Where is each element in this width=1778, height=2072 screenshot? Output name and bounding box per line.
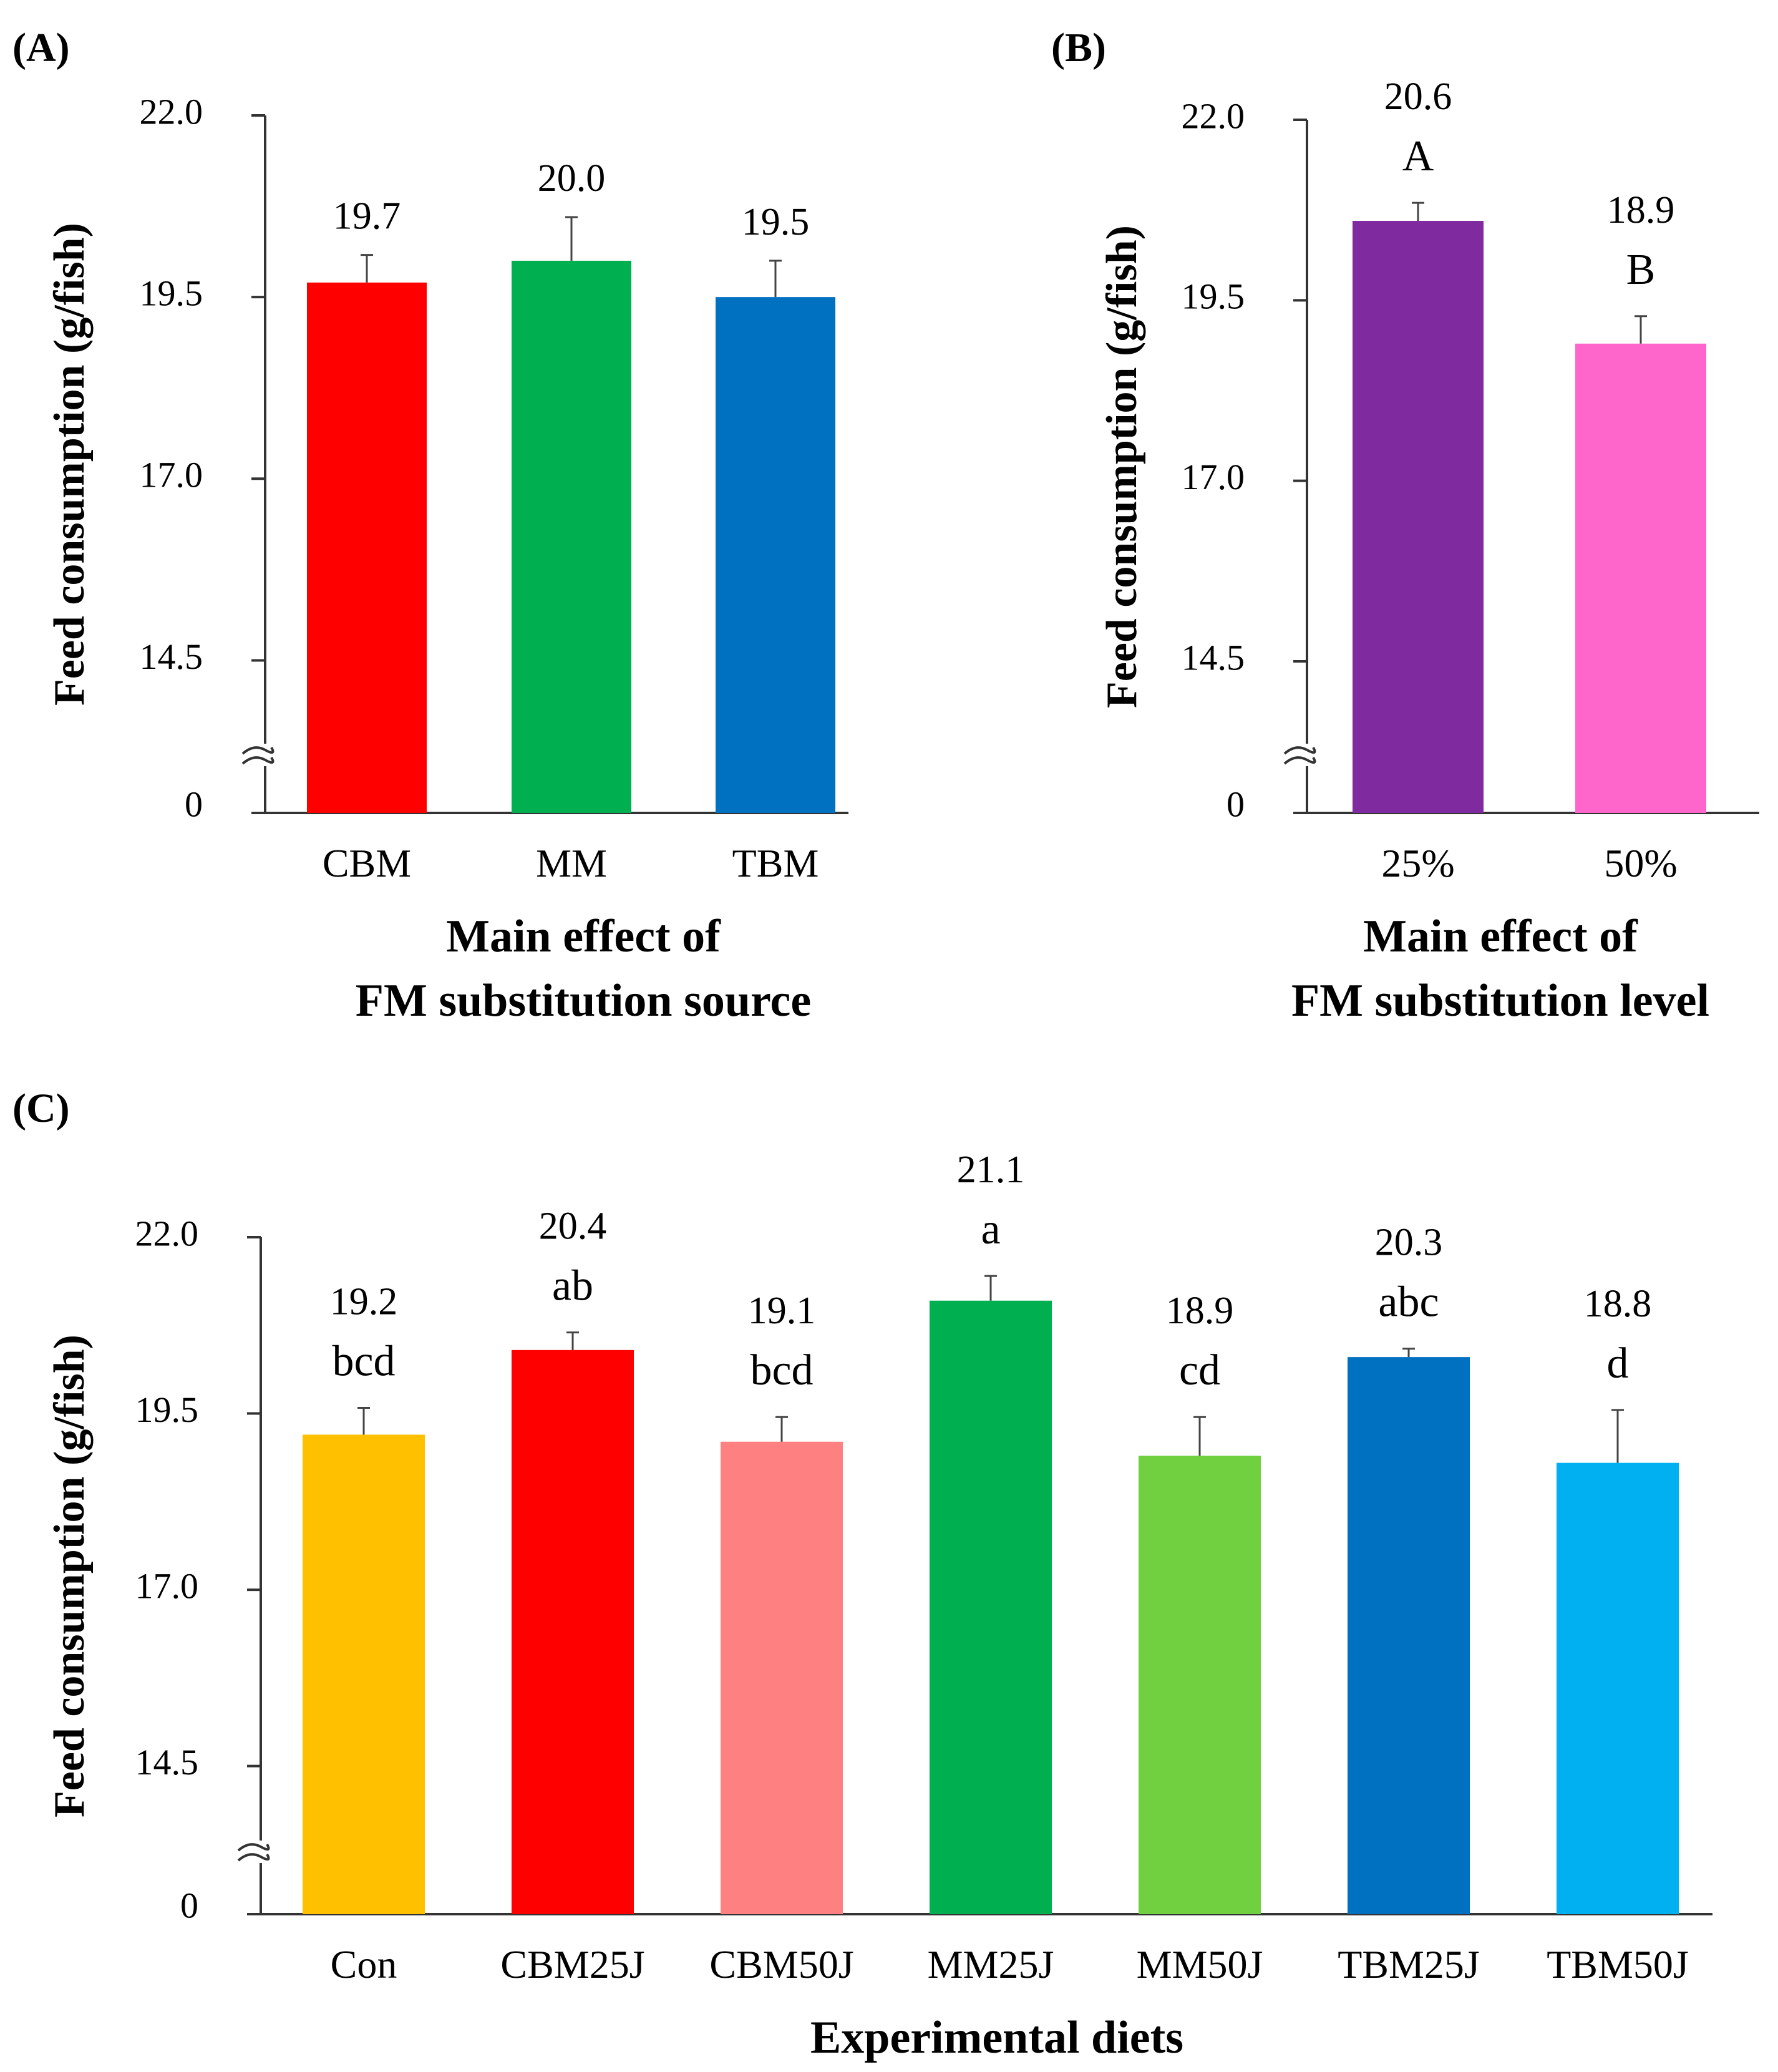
panel-c-value-label: 20.4 <box>539 1205 607 1248</box>
panel-c-y-tick-label: 14.5 <box>135 1742 199 1783</box>
panel-a-category-label: MM <box>536 841 607 885</box>
panel-c-y-tick-label: 22.0 <box>135 1213 199 1253</box>
panel-c-bar-cbm25j <box>512 1350 634 1914</box>
panel-a-axis-break-mark <box>241 756 274 765</box>
panel-c-bar-tbm50j <box>1557 1462 1679 1914</box>
panel-c-axis-break-mark <box>237 1843 270 1852</box>
panel-c-bar-cbm50j <box>721 1441 843 1914</box>
panel-c-label: (C) <box>12 1086 70 1131</box>
panel-b-category-label: 25% <box>1381 841 1454 885</box>
panel-c-y-tick-label: 17.0 <box>135 1565 199 1606</box>
panel-c-value-label: 19.2 <box>330 1281 398 1323</box>
panel-b-x-axis-title: FM substitution level <box>1291 975 1709 1026</box>
panel-a-y-axis-title: Feed consumption (g/fish) <box>46 223 94 706</box>
panel-c-category-label: CBM25J <box>500 1942 644 1987</box>
panel-c-y-axis-title: Feed consumption (g/fish) <box>46 1335 94 1817</box>
panel-b-y-tick-label: 19.5 <box>1182 276 1245 317</box>
panel-b-significance-label: A <box>1402 132 1434 180</box>
panel-a-x-axis-title: Main effect of <box>446 911 721 962</box>
panel-a-bar-cbm <box>307 282 427 814</box>
panel-b-category-label: 50% <box>1604 841 1677 885</box>
panel-c-significance-label: a <box>981 1205 1000 1253</box>
panel-a-bar-mm <box>512 260 631 814</box>
panel-b-axis-break-mark <box>1283 746 1316 755</box>
panel-c-category-label: TBM25J <box>1338 1942 1480 1987</box>
panel-c-value-label: 21.1 <box>957 1149 1025 1191</box>
panel-a-value-label: 19.7 <box>333 195 401 238</box>
panel-a-category-label: CBM <box>323 841 411 885</box>
panel-b-x-axis-title: Main effect of <box>1363 911 1638 962</box>
panel-c-bar-con <box>303 1434 425 1914</box>
panel-c-value-label: 18.9 <box>1166 1290 1234 1332</box>
panel-a-y-tick-label: 14.5 <box>140 636 203 677</box>
panel-c-bar-tbm25j <box>1348 1357 1470 1914</box>
panel-b-value-label: 20.6 <box>1384 75 1452 118</box>
panel-b-bar-50pct <box>1575 343 1706 813</box>
panel-c-category-label: MM25J <box>928 1942 1054 1987</box>
panel-a-bar-tbm <box>716 297 835 813</box>
panel-c-value-label: 19.1 <box>748 1290 816 1332</box>
panel-a-value-label: 20.0 <box>538 157 606 200</box>
panel-a-category-label: TBM <box>732 841 819 885</box>
panel-b-bar-25pct <box>1353 221 1484 813</box>
panel-b-y-tick-label: 17.0 <box>1182 457 1245 497</box>
panel-a-axis-break-mark <box>241 746 274 755</box>
panel-b-axis-break-mark <box>1283 756 1316 765</box>
panel-b-y-tick-label: 0 <box>1227 784 1245 824</box>
panel-c-value-label: 20.3 <box>1375 1222 1443 1264</box>
panel-a-y-tick-label: 17.0 <box>140 455 203 495</box>
panel-c-category-label: TBM50J <box>1547 1942 1689 1987</box>
panel-c-y-tick-label: 19.5 <box>135 1389 199 1430</box>
panel-a-x-axis-title: FM substitution source <box>356 975 811 1026</box>
panel-c-bar-mm50j <box>1139 1456 1261 1914</box>
panel-b-y-tick-label: 22.0 <box>1182 95 1245 136</box>
panel-c-significance-label: cd <box>1179 1346 1220 1394</box>
panel-c-significance-label: bcd <box>750 1346 813 1394</box>
panel-b-significance-label: B <box>1626 246 1656 294</box>
panel-b-value-label: 18.9 <box>1607 189 1675 231</box>
panel-a-y-tick-label: 22.0 <box>140 91 203 132</box>
panel-b-label: (B) <box>1051 25 1106 71</box>
panel-a-label: (A) <box>12 25 70 71</box>
panel-b-y-axis-title: Feed consumption (g/fish) <box>1098 225 1146 708</box>
panel-c-significance-label: abc <box>1378 1278 1439 1326</box>
panel-c-axis-break-mark <box>237 1853 270 1862</box>
panel-a-y-tick-label: 19.5 <box>140 273 203 313</box>
panel-c-significance-label: bcd <box>332 1338 395 1386</box>
panel-c-category-label: CBM50J <box>709 1942 853 1987</box>
panel-b-y-tick-label: 14.5 <box>1182 637 1245 678</box>
panel-c-category-label: Con <box>331 1942 397 1987</box>
panel-c-y-tick-label: 0 <box>180 1885 198 1925</box>
panel-c-significance-label: d <box>1607 1340 1629 1388</box>
panel-c-value-label: 18.8 <box>1584 1283 1652 1325</box>
panel-a-value-label: 19.5 <box>742 201 810 243</box>
panel-c-x-axis-title: Experimental diets <box>810 2012 1183 2063</box>
panel-a-y-tick-label: 0 <box>185 784 203 824</box>
panel-c-category-label: MM50J <box>1137 1942 1263 1987</box>
panel-c-bar-mm25j <box>930 1300 1052 1914</box>
panel-c-significance-label: ab <box>552 1262 593 1310</box>
